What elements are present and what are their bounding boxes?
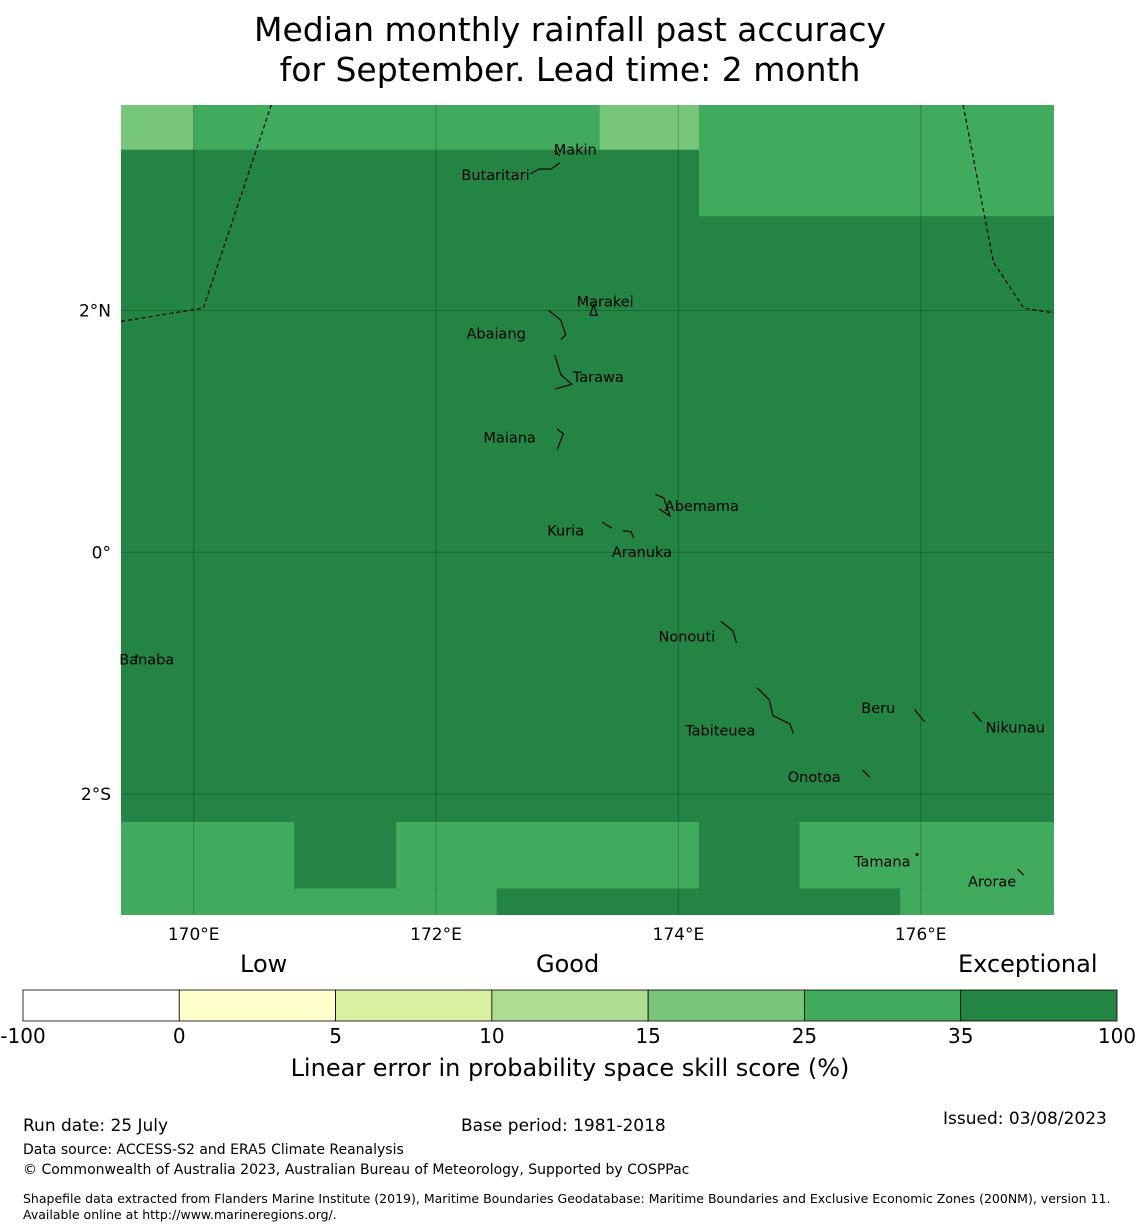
island-label-nikunau: Nikunau <box>986 721 1045 737</box>
island-label-tabiteuea: Tabiteuea <box>684 724 755 740</box>
island-shape-marakei <box>589 302 599 316</box>
colorbar-tick-3: 10 <box>479 1024 505 1048</box>
lat-tick-0: 0° <box>92 543 111 563</box>
island-label-onotoa: Onotoa <box>788 770 841 786</box>
colorbar-tick-2: 5 <box>329 1024 342 1048</box>
island-label-aranuka: Aranuka <box>612 545 672 561</box>
run-date: Run date: 25 July <box>23 1116 169 1136</box>
skill-cell-0 <box>121 105 194 150</box>
island-label-tamana: Tamana <box>853 855 910 871</box>
skill-cell-2 <box>599 105 699 150</box>
skill-cell-6 <box>294 888 397 915</box>
island-label-banaba: Banaba <box>119 652 174 668</box>
island-shape-makin <box>554 150 561 157</box>
island-label-beru: Beru <box>861 701 895 717</box>
skill-cell-11 <box>900 888 1054 915</box>
lat-tick-2: 2°N <box>79 302 111 322</box>
colorbar-tick-0: -100 <box>0 1024 46 1048</box>
skill-cell-10 <box>799 821 1054 889</box>
island-label-arorae: Arorae <box>968 874 1016 890</box>
lon-tick-172: 172°E <box>410 925 462 945</box>
island-shape-aranuka <box>622 529 635 539</box>
island-shape-tabiteuea <box>756 687 795 734</box>
lat-tick--2: 2°S <box>81 785 111 805</box>
skill-cell-1 <box>193 105 600 150</box>
base-period: Base period: 1981-2018 <box>461 1116 666 1136</box>
colorbar-tick-7: 100 <box>1097 1024 1137 1048</box>
lon-tick-174: 174°E <box>653 925 705 945</box>
island-label-abemama: Abemama <box>665 499 739 515</box>
map-title: Median monthly rainfall past accuracy fo… <box>0 10 1140 90</box>
colorbar-block-1 <box>178 989 336 1022</box>
colorbar <box>22 989 1118 1022</box>
island-shape-nikunau <box>972 711 982 722</box>
colorbar-tick-6: 35 <box>947 1024 974 1048</box>
colorbar-block-2 <box>335 989 493 1022</box>
colorbar-block-5 <box>804 989 962 1022</box>
island-label-makin: Makin <box>554 143 597 159</box>
colorbar-label: Linear error in probability space skill … <box>290 1054 850 1082</box>
island-shape-onotoa <box>862 769 871 778</box>
island-label-abaiang: Abaiang <box>466 327 525 343</box>
colorbar-block-4 <box>647 989 805 1022</box>
island-label-marakei: Marakei <box>577 295 634 311</box>
title-line-1: Median monthly rainfall past accuracy <box>253 10 887 49</box>
colorbar-tick-4: 15 <box>635 1024 661 1048</box>
skill-cell-4 <box>121 821 295 915</box>
colorbar-category-exceptional: Exceptional <box>958 950 1098 978</box>
island-label-maiana: Maiana <box>483 430 535 446</box>
island-shape-arorae <box>1017 868 1025 876</box>
skill-cell-3 <box>698 105 1054 217</box>
skill-cells <box>121 105 1054 915</box>
skill-cell-5 <box>294 821 397 889</box>
rainfall-accuracy-map: Makin Butaritari Marakei Abaiang Tarawa Maian… <box>79 104 1055 945</box>
copyright: © Commonwealth of Australia 2023, Austra… <box>23 1162 690 1178</box>
island-shape-maiana <box>556 428 564 450</box>
island-shape-butaritari <box>530 162 560 175</box>
lon-tick-176: 176°E <box>895 925 947 945</box>
eez-boundaries <box>120 104 1055 322</box>
island-label-tarawa: Tarawa <box>572 370 624 386</box>
skill-cell-8 <box>396 888 497 915</box>
island-shape-abaiang <box>548 310 567 340</box>
issued-date: Issued: 03/08/2023 <box>943 1109 1107 1129</box>
island-label-kuria: Kuria <box>547 524 584 540</box>
colorbar-category-low: Low <box>240 950 288 978</box>
graticule <box>121 105 1054 915</box>
island-shape-tamana <box>915 853 919 857</box>
title-line-2: for September. Lead time: 2 month <box>279 50 861 89</box>
eez-line-1 <box>962 104 1055 314</box>
island-shape-tarawa <box>554 355 573 390</box>
island-labels: Makin Butaritari Marakei Abaiang Tarawa Maian… <box>119 143 1045 891</box>
data-source: Data source: ACCESS-S2 and ERA5 Climate … <box>23 1142 404 1158</box>
colorbar-block-3 <box>491 989 649 1022</box>
skill-cell-9 <box>698 821 800 915</box>
colorbar-block-6 <box>960 989 1118 1022</box>
shapefile-credit: Shapefile data extracted from Flanders M… <box>23 1191 1111 1222</box>
island-label-nonouti: Nonouti <box>659 630 716 646</box>
skill-cell-7 <box>396 821 699 889</box>
island-label-butaritari: Butaritari <box>461 168 529 184</box>
lon-tick-170: 170°E <box>168 925 220 945</box>
island-shape-nonouti <box>720 620 738 644</box>
island-shape-abemama <box>655 493 672 518</box>
axis-ticks: 170°E 172°E 174°E 176°E 2°N 0° 2°S <box>79 302 947 945</box>
island-outlines <box>135 150 1025 876</box>
island-shape-kuria <box>601 521 613 529</box>
colorbar-tick-5: 25 <box>791 1024 818 1048</box>
map-background-cell <box>121 105 1054 915</box>
island-shape-beru <box>914 709 925 722</box>
colorbar-category-good: Good <box>536 950 600 978</box>
colorbar-block-0 <box>22 989 180 1022</box>
island-shape-banaba <box>135 654 139 658</box>
colorbar-tick-1: 0 <box>172 1024 186 1048</box>
eez-line-0 <box>120 104 272 322</box>
